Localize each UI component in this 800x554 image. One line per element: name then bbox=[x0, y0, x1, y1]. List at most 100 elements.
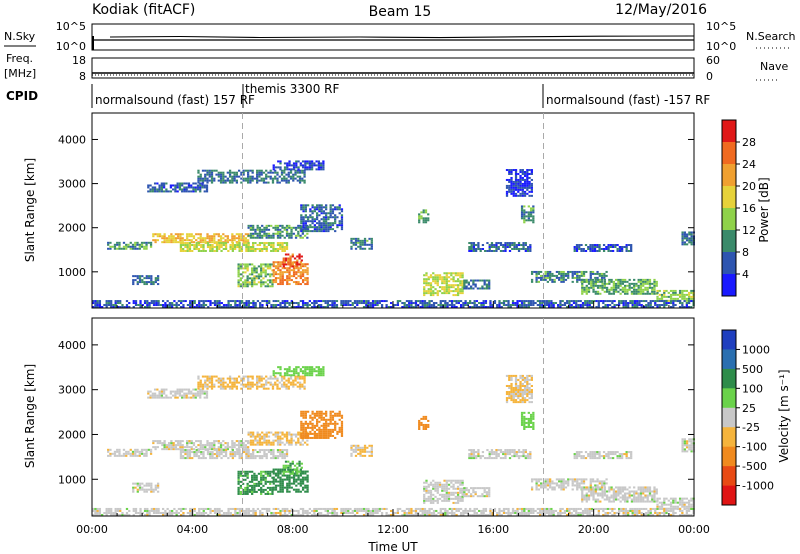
velocity-cell bbox=[292, 374, 296, 377]
power-cell bbox=[127, 243, 130, 246]
power-cell bbox=[174, 237, 178, 240]
power-cell bbox=[188, 233, 191, 236]
velocity-cell bbox=[263, 435, 266, 438]
velocity-cell bbox=[322, 370, 325, 373]
power-cell bbox=[371, 302, 375, 305]
velocity-cell bbox=[306, 436, 310, 439]
velocity-cell bbox=[274, 381, 277, 384]
power-cell bbox=[512, 182, 515, 185]
velocity-cell bbox=[306, 434, 310, 437]
power-cell bbox=[110, 302, 113, 305]
power-cell bbox=[396, 300, 400, 303]
velocity-cell bbox=[304, 368, 307, 371]
velocity-cell bbox=[165, 448, 168, 451]
power-cell bbox=[543, 302, 546, 305]
velocity-cell bbox=[266, 492, 270, 495]
power-cell bbox=[608, 278, 611, 281]
power-cell bbox=[459, 306, 463, 308]
power-cell bbox=[303, 169, 306, 172]
velocity-cell bbox=[484, 457, 487, 460]
power-cell bbox=[297, 269, 300, 272]
power-cell bbox=[204, 175, 207, 178]
power-cell bbox=[235, 233, 238, 236]
power-cell bbox=[646, 292, 649, 295]
velocity-cell bbox=[252, 453, 255, 456]
power-cell bbox=[322, 206, 326, 209]
power-cell bbox=[161, 300, 165, 303]
power-cell bbox=[550, 306, 553, 308]
power-cell bbox=[315, 222, 319, 225]
velocity-cell bbox=[226, 448, 229, 451]
velocity-cell bbox=[309, 422, 312, 425]
velocity-cell bbox=[262, 470, 265, 473]
velocity-cell bbox=[306, 431, 309, 434]
power-cell bbox=[420, 211, 423, 214]
power-cell bbox=[676, 300, 679, 303]
velocity-cell bbox=[218, 455, 221, 458]
power-cell bbox=[277, 304, 280, 307]
power-cell bbox=[681, 235, 684, 238]
velocity-cell bbox=[239, 492, 242, 495]
power-cell bbox=[456, 290, 460, 293]
velocity-cell bbox=[279, 490, 282, 493]
power-cell bbox=[306, 216, 310, 219]
velocity-cell bbox=[450, 479, 453, 482]
velocity-cell bbox=[204, 381, 207, 384]
velocity-cell bbox=[236, 451, 239, 454]
power-cell bbox=[255, 271, 258, 274]
power-cell bbox=[301, 171, 304, 174]
velocity-cell bbox=[251, 490, 254, 493]
power-cell bbox=[213, 235, 216, 238]
cpid-segment-late: normalsound (fast) -157 RF bbox=[546, 93, 710, 107]
power-cell bbox=[292, 166, 296, 169]
power-cell bbox=[510, 178, 513, 181]
power-cell bbox=[269, 281, 272, 284]
power-cell bbox=[206, 233, 209, 236]
power-cell bbox=[177, 235, 180, 238]
velocity-cell bbox=[279, 439, 282, 442]
velocity-cell bbox=[208, 381, 211, 384]
velocity-cell bbox=[315, 422, 319, 425]
velocity-cell bbox=[325, 414, 328, 417]
power-cell bbox=[448, 300, 451, 303]
power-cell bbox=[178, 186, 182, 189]
velocity-cell bbox=[208, 446, 211, 449]
power-cell bbox=[573, 272, 577, 275]
velocity-cell bbox=[290, 374, 293, 377]
velocity-cell bbox=[287, 379, 290, 382]
power-cell bbox=[187, 182, 191, 185]
power-cell bbox=[524, 248, 527, 250]
power-cell bbox=[461, 272, 464, 275]
power-cell bbox=[613, 306, 616, 308]
velocity-cell bbox=[260, 480, 263, 483]
power-cell bbox=[678, 302, 682, 305]
power-cell bbox=[152, 233, 155, 236]
power-cell bbox=[638, 304, 641, 307]
power-cell bbox=[581, 290, 584, 293]
velocity-cell bbox=[311, 418, 314, 421]
power-cell bbox=[131, 247, 135, 250]
power-cell bbox=[528, 176, 531, 179]
power-cell bbox=[349, 300, 352, 303]
power-cell bbox=[541, 304, 544, 307]
velocity-cell bbox=[243, 449, 246, 452]
power-cell bbox=[656, 289, 659, 292]
velocity-cell bbox=[301, 472, 305, 475]
power-cell bbox=[651, 300, 655, 303]
velocity-cell bbox=[357, 444, 360, 447]
velocity-cell bbox=[450, 493, 453, 496]
power-cell bbox=[174, 239, 178, 242]
power-cell bbox=[427, 290, 430, 293]
power-cell bbox=[353, 306, 357, 308]
power-cell bbox=[320, 210, 323, 213]
velocity-cell bbox=[429, 489, 433, 492]
power-cell bbox=[301, 169, 304, 172]
power-cell bbox=[331, 304, 334, 307]
power-cell bbox=[209, 302, 212, 305]
power-cell bbox=[257, 265, 261, 268]
power-cell bbox=[272, 246, 275, 248]
velocity-cell bbox=[274, 377, 277, 380]
power-cell bbox=[269, 263, 272, 266]
power-cell bbox=[523, 173, 527, 175]
